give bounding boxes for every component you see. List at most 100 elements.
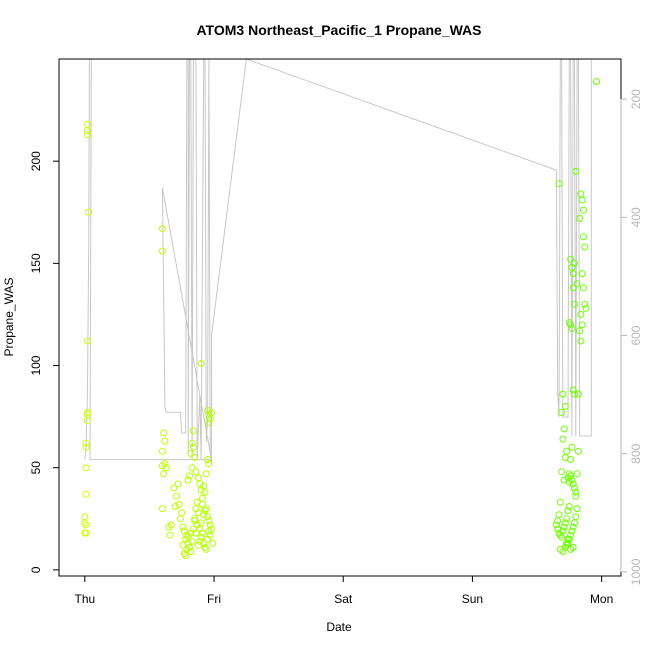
data-point — [582, 304, 590, 312]
data-point — [162, 464, 170, 472]
data-point — [568, 443, 576, 451]
data-point — [82, 490, 90, 498]
data-point — [559, 527, 567, 535]
data-point — [568, 476, 576, 484]
data-point — [561, 402, 569, 410]
y-tick-label: 50 — [29, 461, 43, 475]
data-point — [171, 503, 179, 510]
data-point — [563, 447, 571, 455]
data-point — [555, 180, 563, 188]
data-point — [571, 484, 578, 492]
data-point — [178, 509, 186, 517]
data-point — [183, 545, 191, 553]
data-point — [202, 470, 210, 478]
data-point — [174, 480, 182, 488]
data-point — [569, 270, 577, 278]
data-point — [569, 386, 577, 394]
data-point — [182, 552, 190, 560]
altitude-line — [84, 58, 593, 466]
data-point — [204, 456, 212, 463]
data-point — [176, 515, 184, 523]
data-point — [580, 233, 587, 241]
data-point — [565, 535, 573, 543]
data-point — [189, 443, 197, 451]
data-point — [82, 521, 90, 529]
x-tick-label: Sat — [334, 592, 353, 606]
data-point — [205, 419, 213, 427]
y-tick-label: 200 — [29, 151, 43, 171]
data-point — [577, 310, 585, 318]
data-point — [82, 439, 90, 447]
data-point — [175, 501, 183, 508]
data-point — [202, 505, 210, 513]
data-point — [161, 437, 169, 445]
x-tick-label: Thu — [74, 592, 95, 606]
data-point — [209, 539, 217, 547]
data-point — [83, 131, 91, 139]
data-point — [567, 255, 575, 263]
data-point — [204, 407, 212, 414]
data-point — [191, 454, 199, 461]
data-point — [166, 531, 174, 539]
data-point — [200, 539, 208, 547]
data-point — [188, 537, 196, 545]
y-tick-label: 0 — [29, 566, 43, 573]
data-point — [571, 390, 578, 398]
data-point — [565, 503, 573, 510]
data-point — [571, 519, 578, 527]
data-point — [158, 247, 166, 255]
data-point — [567, 321, 575, 329]
data-point — [572, 492, 580, 500]
data-point — [568, 325, 576, 333]
data-point — [558, 468, 566, 476]
data-point — [552, 521, 560, 529]
data-point — [554, 517, 562, 525]
plot-frame — [58, 58, 622, 577]
data-point — [187, 548, 195, 555]
data-point — [200, 511, 208, 519]
data-point — [208, 409, 215, 416]
data-point — [197, 533, 205, 541]
data-point — [160, 429, 168, 437]
data-point — [564, 507, 572, 515]
data-point — [580, 284, 587, 292]
data-point — [205, 460, 213, 468]
data-point — [576, 327, 584, 335]
data-point — [192, 529, 200, 537]
data-point — [206, 521, 214, 529]
y2-tick-label: 1000 — [629, 558, 643, 585]
y-axis-left: 0 50 100 150 200 — [29, 151, 60, 573]
data-point — [567, 531, 575, 539]
x-axis: Thu Fri Sat Sun Mon — [74, 575, 613, 606]
data-point — [160, 470, 168, 478]
data-point — [85, 208, 93, 216]
data-point — [83, 127, 91, 134]
y-axis-label: Propane_WAS — [2, 278, 16, 357]
data-point — [82, 443, 90, 451]
data-point — [179, 541, 187, 549]
data-point — [173, 492, 181, 500]
data-point — [581, 243, 589, 251]
data-point — [568, 527, 576, 535]
data-point — [179, 523, 187, 531]
data-point — [578, 321, 586, 329]
data-point — [167, 521, 175, 529]
data-point — [573, 280, 581, 288]
data-point — [188, 439, 196, 447]
data-point — [201, 488, 209, 496]
data-point — [158, 225, 166, 233]
data-point — [576, 214, 584, 222]
data-point — [569, 543, 577, 551]
data-point — [188, 464, 196, 472]
data-point — [204, 513, 212, 521]
data-point — [569, 284, 577, 292]
data-point — [82, 529, 90, 537]
data-point — [572, 488, 580, 496]
data-point — [186, 472, 193, 480]
chart-title: ATOM3 Northeast_Pacific_1 Propane_WAS — [196, 22, 481, 38]
data-point — [581, 300, 589, 308]
y2-tick-label: 200 — [629, 89, 643, 109]
data-point — [83, 409, 91, 416]
data-point — [561, 519, 569, 527]
